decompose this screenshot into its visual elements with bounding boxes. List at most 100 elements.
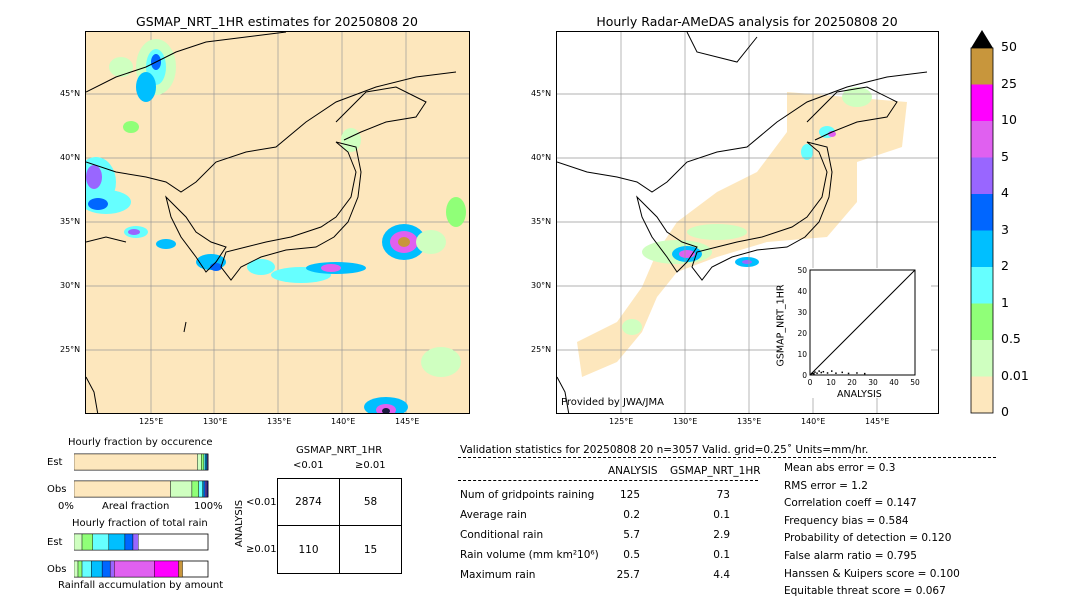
total-rain-title: Hourly fraction of total rain [72,518,208,529]
validation-analysis: 0.2 [623,509,640,521]
bar-segment [197,453,202,471]
colorbar-label: 50 [1001,39,1017,54]
left-lat-tick-40: 40°N [60,153,81,162]
scatter-y-tick: 10 [797,350,807,359]
contingency-row-ge: ≥0.01 [246,544,277,555]
scatter-point [822,370,825,373]
contingency-col-title: GSMAP_NRT_1HR [296,445,383,456]
left-lon-tick-135: 135°E [267,417,292,426]
occurrence-row-est: Est [47,457,63,468]
bar-segment [170,480,193,498]
validation-label: Maximum rain [460,569,536,581]
right-lat-tick-35: 35°N [531,217,552,226]
validation-gsmap: 4.4 [713,569,730,581]
scatter-point [813,373,815,375]
left-lon-tick-140: 140°E [331,417,356,426]
validation-score: Frequency bias = 0.584 [784,514,909,527]
scatter-point [812,372,814,374]
scatter-point [816,372,818,374]
colorbar-label: 5 [1001,148,1009,164]
left-lat-tick-25: 25°N [60,345,81,354]
occurrence-x-left: 0% [58,501,74,512]
colorbar-label: 10 [1001,112,1017,127]
bar-segment [203,480,206,498]
scatter-point [814,371,816,373]
validation-analysis: 5.7 [623,529,640,541]
bar-segment [203,453,206,471]
bar-segment [207,453,209,471]
validation-label: Average rain [460,509,527,521]
scatter-y-tick: 0 [802,371,807,380]
colorbar-extend-arrow [971,30,993,48]
validation-col-rule [458,480,758,481]
validation-score: False alarm ratio = 0.795 [784,550,917,562]
bar-segment [201,453,205,471]
bar-segment [74,533,83,551]
right-map-coastlines [557,32,928,413]
scatter-point [831,370,833,372]
left-lon-tick-145: 145°E [395,417,420,426]
left-map [85,31,470,414]
contingency-row-lt: <0.01 [246,497,277,508]
validation-label: Rain volume (mm km²10⁶) [460,549,599,561]
colorbar-segment [971,194,993,231]
right-lat-tick-30: 30°N [531,281,552,290]
validation-label: Conditional rain [460,529,544,541]
colorbar-segment [971,303,993,340]
bar-segment [91,560,103,578]
occurrence-bars [74,453,209,498]
bar-segment [114,560,155,578]
scatter-point [841,371,843,374]
left-lon-tick-125: 125°E [139,417,164,426]
validation-gsmap: 0.1 [713,509,730,521]
validation-label: Num of gridpoints raining [460,489,595,501]
scatter-x-tick: 50 [910,378,920,387]
contingency-row-title: ANALYSIS [234,499,246,548]
scatter-point [847,372,850,375]
bar-segment [109,560,115,578]
scatter-ticks: 00 10 10 20 20 30 30 40 40 50 50 [797,266,920,387]
colorbar-segment [971,84,993,121]
scatter-inset-svg: 00 10 10 20 20 30 30 40 40 50 50 [797,266,920,387]
occurrence-row-obs: Obs [47,484,67,495]
scatter-y-tick: 50 [797,266,807,275]
validation-gsmap: 73 [716,489,730,501]
right-map-title: Hourly Radar-AMeDAS analysis for 2025080… [596,14,898,29]
validation-col-gsmap: GSMAP_NRT_1HR [670,465,761,477]
validation-score: Mean abs error = 0.3 [784,462,896,474]
validation-header-rule [458,457,996,458]
contingency-cell-01: 58 [339,478,402,526]
colorbar-label: 4 [1001,185,1009,200]
validation-score: RMS error = 1.2 [784,479,868,492]
scatter-x-tick: 10 [826,378,836,387]
bar-segment [191,480,199,498]
validation-analysis: 125 [619,489,640,501]
bar-segment [108,533,126,551]
bar-segment [198,480,203,498]
colorbar-label: 2 [1001,258,1009,273]
scatter-point [826,372,829,374]
scatter-point [811,372,813,375]
contingency-col-lt: <0.01 [293,460,324,471]
scatter-y-tick: 30 [797,308,807,317]
colorbar-segment [971,376,993,413]
right-lon-tick-125: 125°E [609,417,634,426]
scatter-points [811,370,866,375]
bar-segment [202,480,205,498]
scatter-point [820,371,822,374]
scatter-x-tick: 0 [808,378,813,387]
scatter-x-tick: 30 [868,378,878,387]
left-lat-tick-45: 45°N [60,89,81,98]
bar-segment [92,533,110,551]
colorbar-segments [971,48,993,413]
validation-analysis: 25.7 [616,569,640,581]
validation-gsmap: 0.1 [713,549,730,561]
bar-segment [154,560,179,578]
bar-segment [178,560,183,578]
colorbar-segment [971,121,993,158]
validation-col-analysis: ANALYSIS [608,465,658,477]
colorbar-label: 0.01 [1001,367,1029,383]
colorbar-segment [971,340,993,377]
bar-segment [205,480,207,498]
right-lon-tick-140: 140°E [801,417,826,426]
